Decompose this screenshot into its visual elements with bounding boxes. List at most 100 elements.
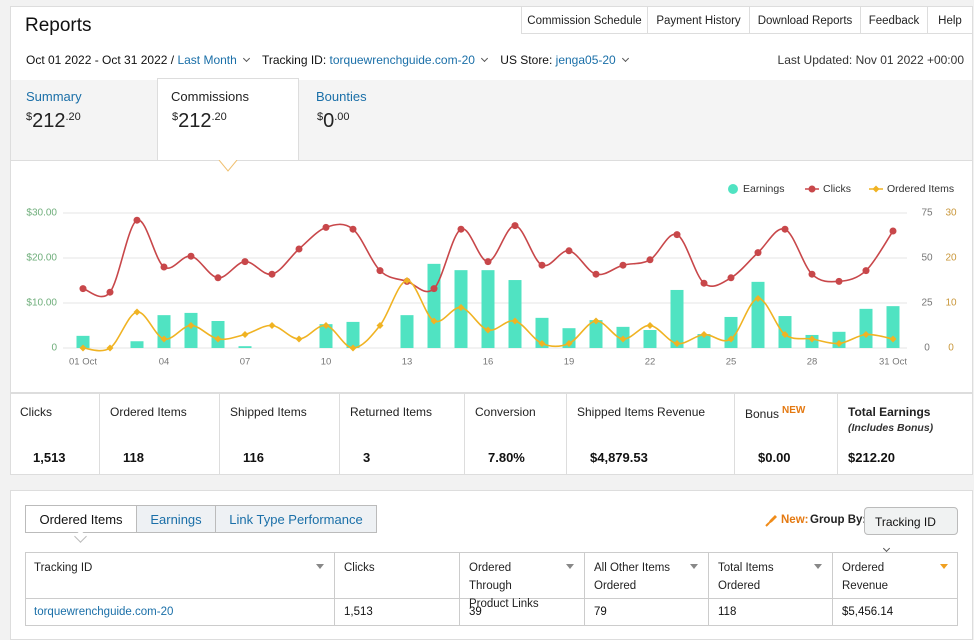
point <box>106 344 114 352</box>
bar <box>643 330 657 348</box>
point <box>322 223 330 231</box>
bar <box>481 270 495 348</box>
point <box>322 322 330 329</box>
point <box>754 295 762 302</box>
column-header[interactable]: Clicks <box>335 552 460 598</box>
column-header[interactable]: Ordered Through Product Links <box>460 552 585 610</box>
stat-value: 7.80% <box>488 450 525 465</box>
point <box>430 317 438 325</box>
bar <box>508 280 522 348</box>
legend-swatch <box>728 184 738 194</box>
point <box>133 308 141 316</box>
column-header[interactable]: Ordered Revenue <box>833 552 958 598</box>
whole: 0 <box>323 110 335 132</box>
point <box>538 261 546 269</box>
point <box>79 285 87 293</box>
sort-arrow <box>566 564 574 569</box>
sort-arrow <box>814 564 822 569</box>
table-frame <box>25 552 958 626</box>
header-button[interactable]: Download Reports <box>749 6 861 34</box>
bar <box>535 317 549 348</box>
stat-label: Shipped Items Revenue <box>577 405 706 419</box>
table-divider <box>25 598 958 599</box>
table-cell[interactable]: torquewrenchguide.com-20 <box>25 598 335 626</box>
stat-cell: Shipped Items Revenue $4,879.53 <box>567 393 735 475</box>
bar <box>157 315 171 348</box>
stat-value: $4,879.53 <box>590 450 648 465</box>
group-by-value: Tracking ID <box>875 515 936 529</box>
bar <box>562 328 576 348</box>
sort-arrow <box>316 564 324 569</box>
store-dropdown[interactable]: jenga05-20 <box>555 53 616 67</box>
tab-label[interactable]: Bounties <box>316 89 367 104</box>
currency: $ <box>26 111 33 123</box>
tab-label[interactable]: Summary <box>26 89 82 104</box>
point <box>484 326 492 334</box>
stat-value: 116 <box>243 450 264 465</box>
table-tab[interactable]: Ordered Items <box>25 505 137 533</box>
x-tick-label: 10 <box>321 357 332 368</box>
y3-tick-label: 20 <box>945 253 957 264</box>
stat-label: Returned Items <box>350 405 433 419</box>
period-dropdown[interactable]: Last Month <box>177 53 237 67</box>
stat-cell: Clicks 1,513 <box>10 393 100 475</box>
point <box>646 256 654 264</box>
active-tab <box>157 78 299 162</box>
bar <box>427 263 441 348</box>
stat-cell: Shipped Items 116 <box>220 393 340 475</box>
point <box>565 247 573 255</box>
legend-label: Earnings <box>743 183 784 195</box>
column-header[interactable]: All Other Items Ordered <box>585 552 709 598</box>
bar <box>319 324 333 348</box>
point <box>835 340 843 347</box>
point <box>457 225 465 233</box>
column-title: Total Items Ordered <box>718 562 774 592</box>
legend-swatch <box>872 185 880 193</box>
point <box>754 249 762 257</box>
point <box>565 340 573 347</box>
point <box>538 340 546 347</box>
table-cell: 39 <box>460 598 585 626</box>
table-tab[interactable]: Link Type Performance <box>215 505 377 533</box>
table-tab[interactable]: Earnings <box>136 505 216 533</box>
point <box>295 335 303 343</box>
column-header[interactable]: Tracking ID <box>25 552 335 598</box>
header-button[interactable]: Payment History <box>647 6 750 34</box>
column-title: All Other Items Ordered <box>594 562 671 592</box>
header-button[interactable]: Feedback <box>860 6 928 34</box>
new-label: New: <box>781 514 809 526</box>
point <box>241 258 249 266</box>
x-tick-label: 13 <box>402 357 413 368</box>
point <box>376 267 384 275</box>
bar <box>400 315 414 348</box>
tracking-dropdown[interactable]: torquewrenchguide.com-20 <box>329 53 475 67</box>
header-button[interactable]: Commission Schedule <box>521 6 648 34</box>
stat-label: Total Earnings <box>848 405 931 419</box>
x-tick-label: 01 Oct <box>69 357 97 368</box>
stat-note: (Includes Bonus) <box>848 422 934 434</box>
stats-panel <box>10 393 973 475</box>
y2-tick-label: 0 <box>924 343 930 354</box>
filter-row: Oct 01 2022 - Oct 31 2022 / Last Month T… <box>26 53 638 67</box>
point <box>808 335 816 343</box>
bar <box>859 308 873 348</box>
tab-label[interactable]: Commissions <box>171 89 250 104</box>
x-tick-label: 19 <box>564 357 575 368</box>
date-range: Oct 01 2022 - Oct 31 2022 / <box>26 53 175 67</box>
x-tick-label: 31 Oct <box>879 357 907 368</box>
stat-value: 3 <box>363 450 371 465</box>
header-button[interactable]: Help <box>927 6 973 34</box>
table-cell: 118 <box>709 598 833 626</box>
point <box>673 340 681 347</box>
chart: 0 $10.00 $20.00 $30.00 0 25 50 75 0 10 20 30 01 Oct 0… <box>10 160 973 393</box>
x-tick-label: 04 <box>159 357 170 368</box>
point <box>619 335 627 343</box>
currency: $ <box>172 111 179 123</box>
tab-amount: $212.20 <box>172 110 227 133</box>
x-tick-label: 16 <box>483 357 494 368</box>
stat-value: $0.00 <box>758 450 791 465</box>
column-header[interactable]: Total Items Ordered <box>709 552 833 598</box>
group-by-select[interactable]: Tracking ID <box>864 507 958 553</box>
point <box>187 322 195 329</box>
